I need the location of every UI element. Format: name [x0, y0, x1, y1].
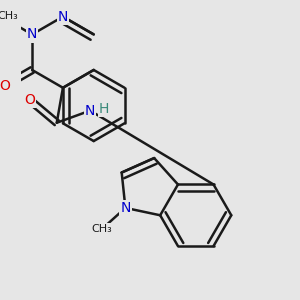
Text: O: O	[24, 93, 35, 107]
Text: H: H	[99, 102, 109, 116]
Text: O: O	[0, 79, 10, 93]
Text: CH₃: CH₃	[91, 224, 112, 234]
Text: N: N	[120, 201, 130, 215]
Text: N: N	[27, 27, 37, 41]
Text: CH₃: CH₃	[0, 11, 19, 21]
Text: N: N	[85, 103, 95, 118]
Text: N: N	[58, 10, 68, 24]
